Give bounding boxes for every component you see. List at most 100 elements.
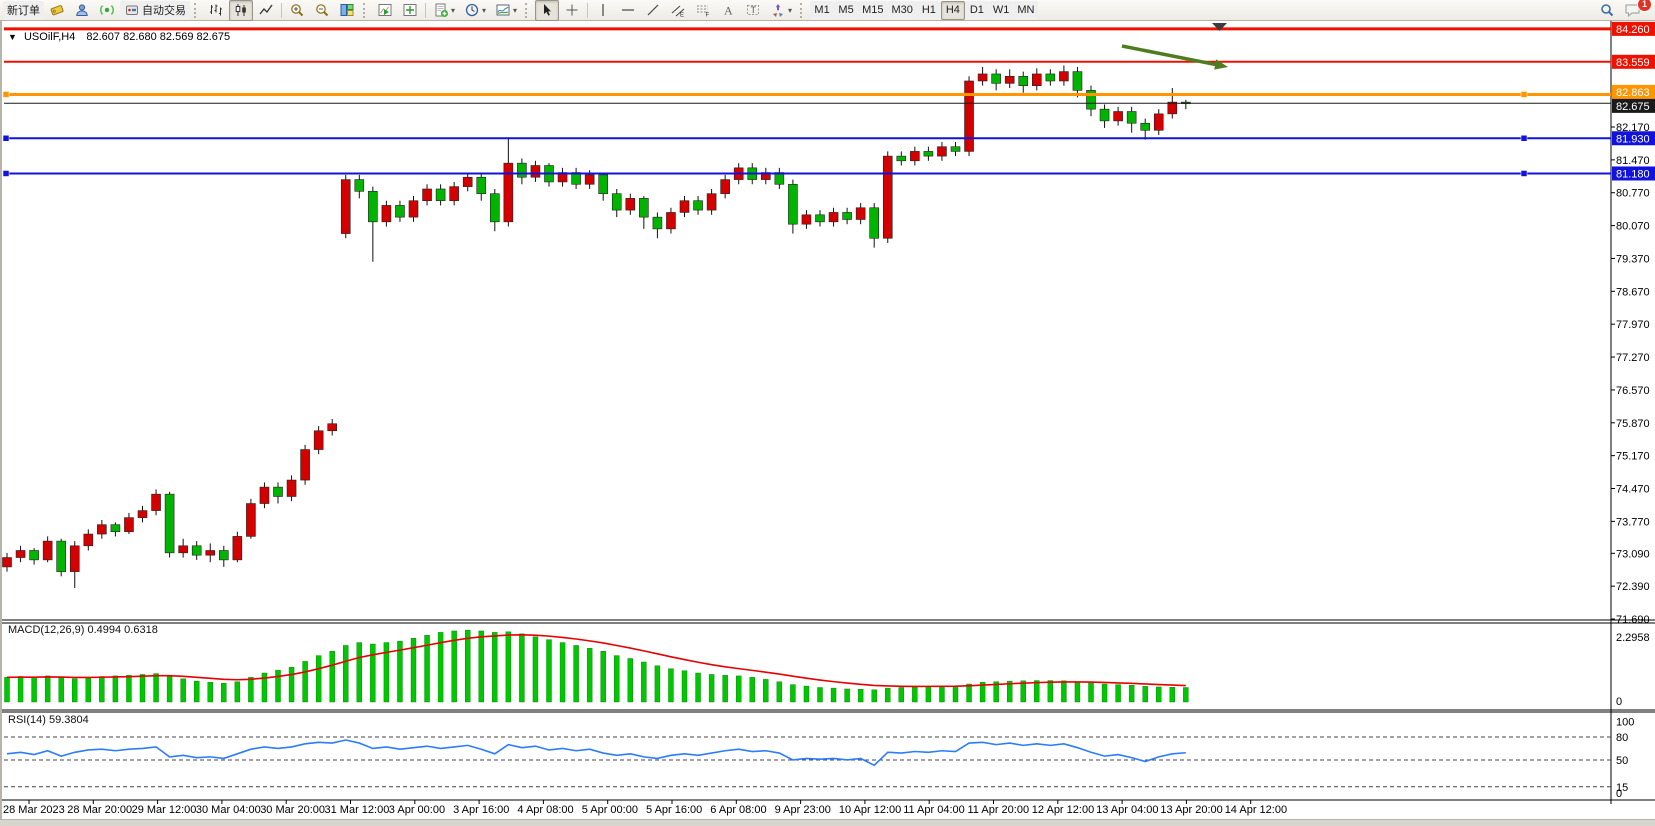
macd-bar bbox=[32, 677, 37, 702]
bar-chart-button[interactable] bbox=[204, 0, 228, 21]
timeframe-mn[interactable]: MN bbox=[1013, 1, 1038, 20]
candle bbox=[477, 177, 486, 193]
timeframe-m1[interactable]: M1 bbox=[810, 1, 834, 20]
candle bbox=[978, 74, 987, 81]
profile-button[interactable] bbox=[70, 0, 94, 21]
timeframe-h4[interactable]: H4 bbox=[941, 1, 965, 20]
toolbar-separator bbox=[281, 3, 282, 18]
chart-crosshair-icon bbox=[402, 2, 418, 18]
candle bbox=[937, 147, 946, 156]
line-handle[interactable] bbox=[3, 91, 9, 97]
svg-text:75.870: 75.870 bbox=[1616, 418, 1650, 430]
chevron-down-icon: ▾ bbox=[482, 6, 486, 15]
svg-text:13 Apr 04:00: 13 Apr 04:00 bbox=[1096, 804, 1158, 816]
macd-bar bbox=[655, 666, 660, 702]
candle bbox=[924, 151, 933, 156]
line-handle[interactable] bbox=[3, 170, 9, 176]
candle bbox=[1114, 112, 1123, 121]
candle bbox=[97, 525, 106, 534]
search-button[interactable] bbox=[1595, 0, 1619, 21]
macd-bar bbox=[154, 674, 159, 702]
chart-play-icon bbox=[377, 2, 393, 18]
macd-bar bbox=[140, 674, 145, 702]
signals-button[interactable] bbox=[95, 0, 119, 21]
toolbar-grip bbox=[363, 3, 369, 18]
timeframe-m30[interactable]: M30 bbox=[887, 1, 916, 20]
cursor-button[interactable] bbox=[535, 0, 559, 21]
macd-bar bbox=[601, 651, 606, 702]
new-order-button[interactable]: 新订单 bbox=[3, 1, 44, 20]
data-window-button[interactable] bbox=[398, 0, 422, 21]
candle bbox=[287, 480, 296, 496]
candle bbox=[639, 198, 648, 217]
macd-bar bbox=[1129, 685, 1134, 702]
macd-bar bbox=[1089, 683, 1094, 702]
timeframe-d1[interactable]: D1 bbox=[965, 1, 989, 20]
template-button[interactable]: ▾ bbox=[491, 0, 521, 21]
macd-bar bbox=[357, 643, 362, 702]
zoom-out-button[interactable] bbox=[310, 0, 334, 21]
period-button[interactable]: ▾ bbox=[460, 0, 490, 21]
macd-bar bbox=[99, 676, 104, 702]
candle bbox=[599, 175, 608, 194]
candle bbox=[504, 163, 513, 222]
arrow-annotation[interactable] bbox=[1122, 46, 1228, 70]
timeframe-h1[interactable]: H1 bbox=[917, 1, 941, 20]
tile-windows-button[interactable] bbox=[335, 0, 359, 21]
add-indicator-button[interactable]: ▾ bbox=[429, 0, 459, 21]
candlestick-chart-button[interactable] bbox=[229, 0, 253, 21]
strategy-tester-button[interactable] bbox=[373, 0, 397, 21]
svg-text:77.270: 77.270 bbox=[1616, 352, 1650, 364]
macd-bar bbox=[912, 687, 917, 702]
price-axis[interactable]: 82.17081.47080.77080.07079.37078.67077.9… bbox=[1611, 122, 1650, 626]
candle bbox=[355, 180, 364, 192]
chart-template-icon bbox=[495, 2, 511, 18]
vertical-line-tool-button[interactable] bbox=[591, 0, 615, 21]
signal-icon bbox=[99, 2, 115, 18]
timeframe-w1[interactable]: W1 bbox=[989, 1, 1014, 20]
zoom-in-button[interactable] bbox=[285, 0, 309, 21]
notifications-button[interactable]: 1 bbox=[1620, 0, 1646, 21]
svg-text:80: 80 bbox=[1616, 732, 1628, 744]
crosshair-button[interactable] bbox=[560, 0, 584, 21]
candle bbox=[829, 212, 838, 221]
svg-text:T: T bbox=[751, 5, 757, 15]
label-tool-button[interactable]: T bbox=[741, 0, 765, 21]
text-tool-button[interactable]: A bbox=[716, 0, 740, 21]
price-alert-button[interactable] bbox=[45, 0, 69, 21]
candle bbox=[382, 205, 391, 221]
candle bbox=[870, 208, 879, 239]
fibonacci-tool-button[interactable]: F bbox=[691, 0, 715, 21]
channel-tool-button[interactable]: E bbox=[666, 0, 690, 21]
macd-bar bbox=[86, 678, 91, 702]
horizontal-line-tool-button[interactable] bbox=[616, 0, 640, 21]
macd-bar bbox=[967, 684, 972, 702]
arrows-tool-button[interactable]: ▾ bbox=[766, 0, 796, 21]
candle bbox=[395, 205, 404, 217]
candles bbox=[3, 65, 1191, 588]
trendline-tool-button[interactable] bbox=[641, 0, 665, 21]
line-handle[interactable] bbox=[1521, 91, 1527, 97]
collapse-arrow-icon[interactable]: ▼ bbox=[8, 32, 17, 42]
candle bbox=[84, 534, 93, 546]
macd-bar bbox=[194, 681, 199, 702]
macd-bar bbox=[276, 670, 281, 702]
line-chart-button[interactable] bbox=[254, 0, 278, 21]
auto-trading-button[interactable]: 自动交易 bbox=[120, 1, 190, 20]
candle bbox=[1127, 112, 1136, 124]
timeframe-m15[interactable]: M15 bbox=[858, 1, 887, 20]
macd-bar bbox=[316, 656, 321, 702]
candle bbox=[219, 550, 228, 559]
line-handle[interactable] bbox=[1521, 135, 1527, 141]
line-handle[interactable] bbox=[3, 135, 9, 141]
macd-bar bbox=[492, 632, 497, 702]
line-handle[interactable] bbox=[1521, 170, 1527, 176]
macd-bar bbox=[641, 662, 646, 702]
macd-bar bbox=[750, 677, 755, 702]
timeframe-m5[interactable]: M5 bbox=[834, 1, 858, 20]
candle bbox=[910, 151, 919, 160]
